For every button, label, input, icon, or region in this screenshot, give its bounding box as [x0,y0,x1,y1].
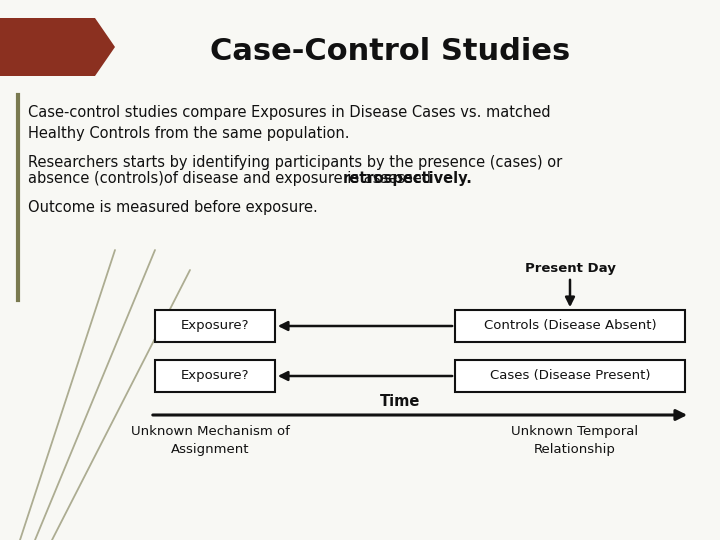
FancyBboxPatch shape [155,360,275,392]
Text: Time: Time [380,394,420,409]
Text: Exposure?: Exposure? [181,320,249,333]
Text: Exposure?: Exposure? [181,369,249,382]
Text: Cases (Disease Present): Cases (Disease Present) [490,369,650,382]
Text: Outcome is measured before exposure.: Outcome is measured before exposure. [28,200,318,215]
Text: Researchers starts by identifying participants by the presence (cases) or: Researchers starts by identifying partic… [28,155,562,170]
FancyBboxPatch shape [455,310,685,342]
FancyBboxPatch shape [155,310,275,342]
Text: Present Day: Present Day [525,262,616,275]
Text: retrospectively.: retrospectively. [342,171,472,186]
Text: Unknown Temporal
Relationship: Unknown Temporal Relationship [511,425,639,456]
Text: absence (controls)of disease and exposure is assessed: absence (controls)of disease and exposur… [28,171,436,186]
Text: Case-control studies compare Exposures in Disease Cases vs. matched
Healthy Cont: Case-control studies compare Exposures i… [28,105,551,141]
FancyBboxPatch shape [455,360,685,392]
Polygon shape [0,18,115,76]
Text: Unknown Mechanism of
Assignment: Unknown Mechanism of Assignment [130,425,289,456]
Text: Case-Control Studies: Case-Control Studies [210,37,570,66]
Text: Controls (Disease Absent): Controls (Disease Absent) [484,320,657,333]
